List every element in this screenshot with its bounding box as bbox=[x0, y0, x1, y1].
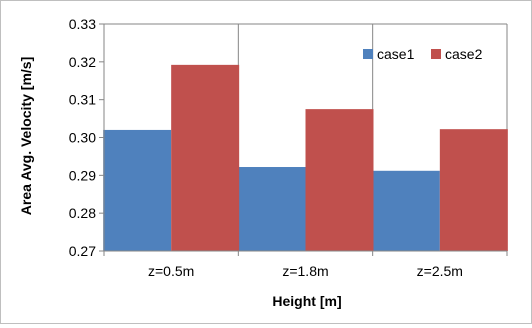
bar-case2-1 bbox=[305, 109, 374, 251]
legend: case1 case2 bbox=[363, 46, 483, 62]
bar-case1-1 bbox=[237, 167, 306, 251]
y-tick-label: 0.27 bbox=[69, 243, 96, 259]
y-axis-title: Area Avg. Velocity [m/s] bbox=[18, 57, 34, 215]
bar-case1-0 bbox=[103, 129, 172, 251]
bar-chart: 0.27 0.28 0.29 0.30 0.31 0.32 0.33 z=0.5m z=1.8… bbox=[18, 16, 508, 309]
y-tick-label: 0.29 bbox=[69, 167, 96, 183]
y-tick-label: 0.33 bbox=[69, 16, 96, 32]
legend-label-case1: case1 bbox=[377, 46, 415, 62]
legend-label-case2: case2 bbox=[445, 46, 483, 62]
x-tick-label: z=2.5m bbox=[417, 263, 463, 279]
axis-layer bbox=[99, 23, 508, 256]
legend-swatch-case1 bbox=[363, 49, 373, 59]
y-tick-label: 0.31 bbox=[69, 92, 96, 108]
x-tick-label: z=1.8m bbox=[282, 263, 328, 279]
x-tick-label: z=0.5m bbox=[148, 263, 194, 279]
bar-case2-2 bbox=[439, 129, 508, 251]
y-tick-label: 0.32 bbox=[69, 54, 96, 70]
y-tick-label: 0.30 bbox=[69, 130, 96, 146]
x-axis-title: Height [m] bbox=[272, 293, 341, 309]
y-tick-label: 0.28 bbox=[69, 205, 96, 221]
bars-layer bbox=[103, 64, 508, 251]
legend-swatch-case2 bbox=[431, 49, 441, 59]
y-tick-labels: 0.27 0.28 0.29 0.30 0.31 0.32 0.33 bbox=[69, 16, 96, 259]
bar-case2-0 bbox=[171, 64, 240, 251]
x-tick-labels: z=0.5m z=1.8m z=2.5m bbox=[148, 263, 463, 279]
bar-case1-2 bbox=[371, 170, 440, 251]
